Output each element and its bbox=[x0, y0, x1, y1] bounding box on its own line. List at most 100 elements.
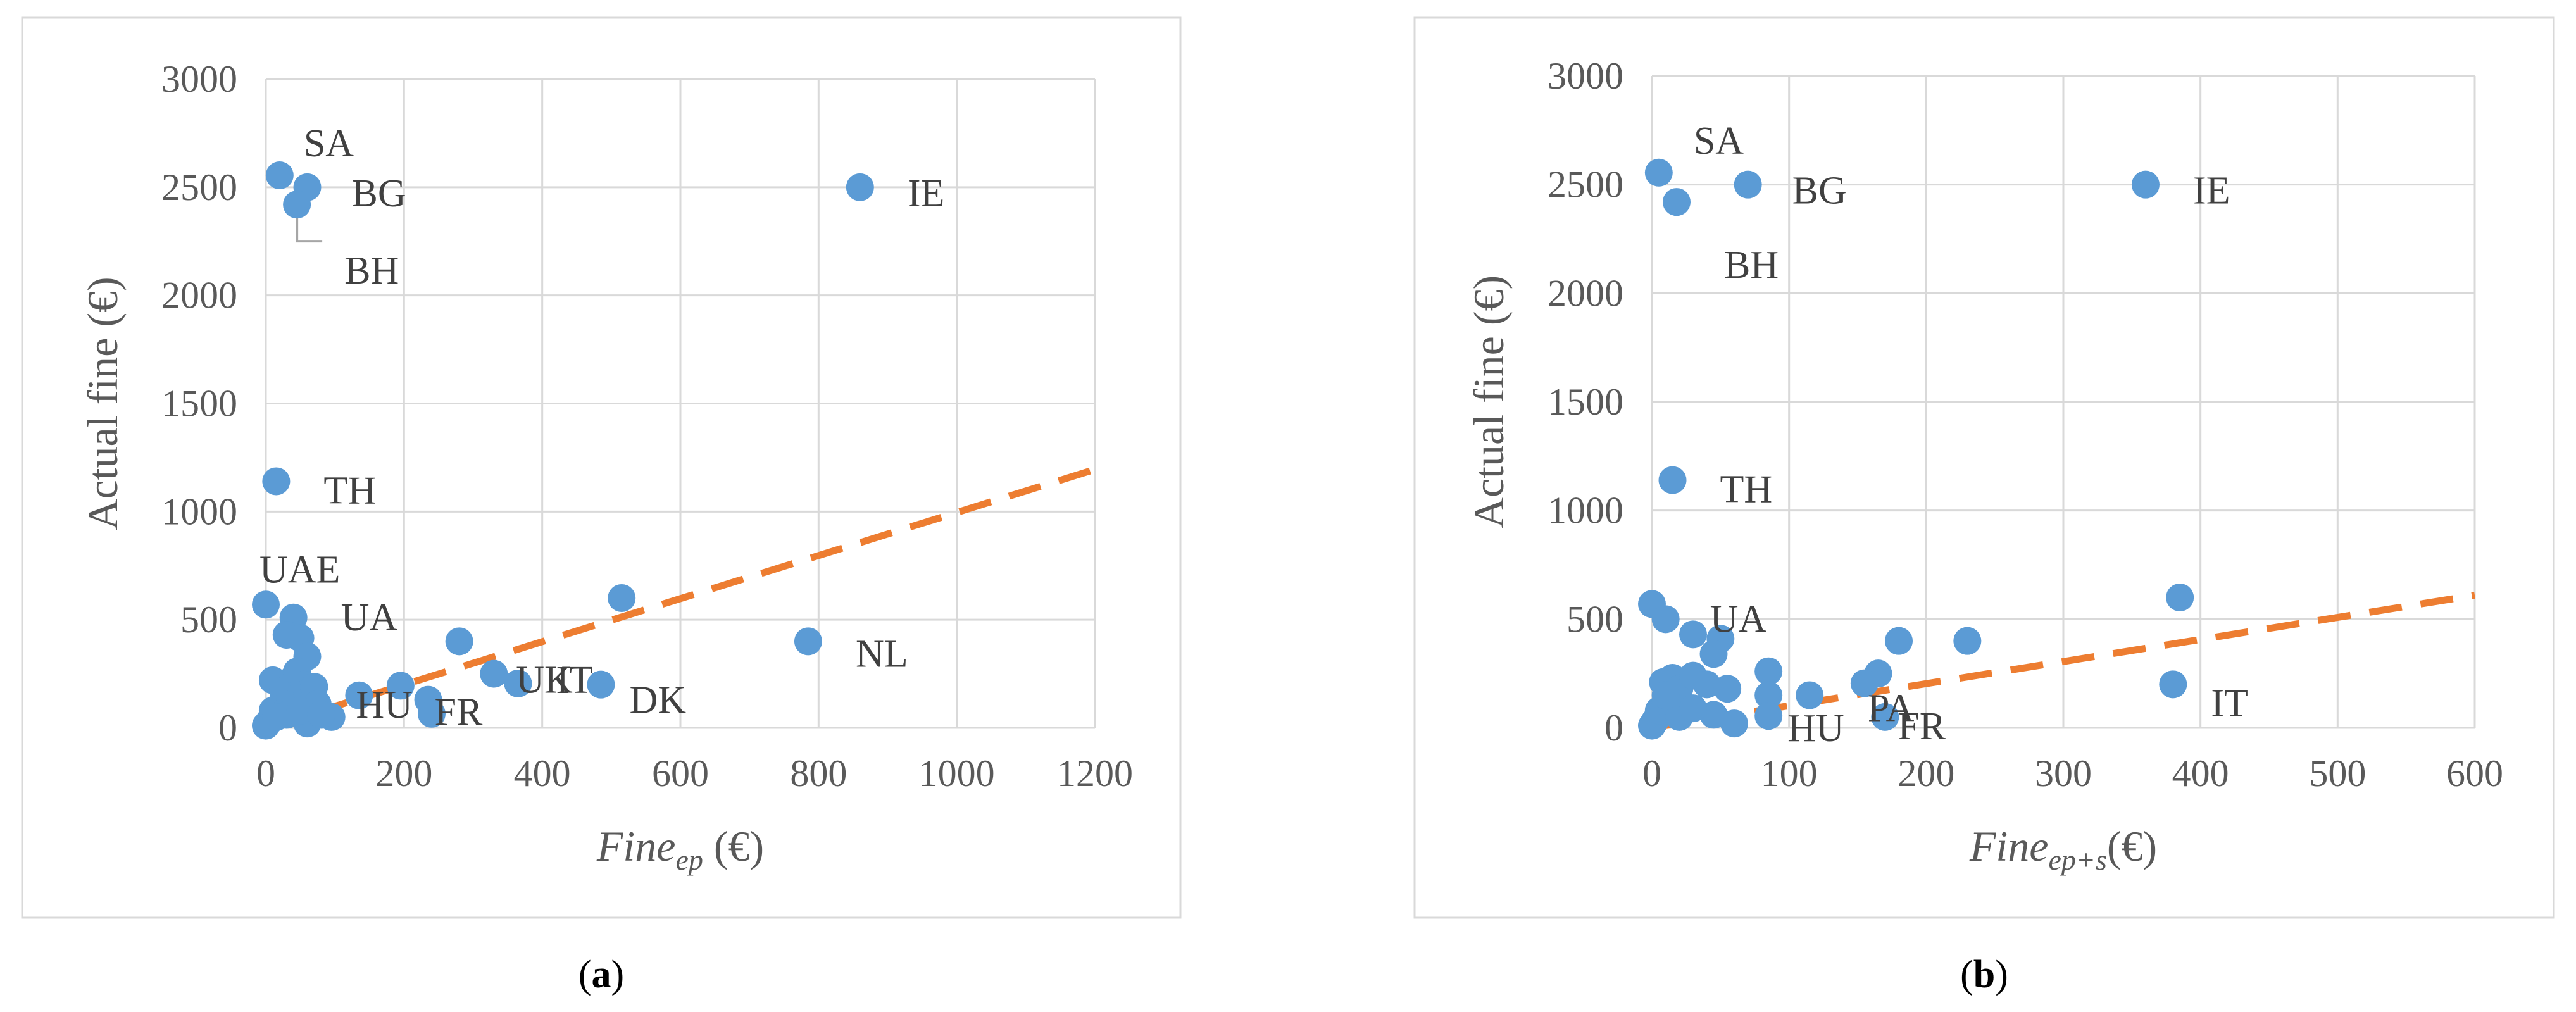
data-point bbox=[1658, 466, 1687, 494]
data-point bbox=[1713, 675, 1742, 703]
y-tick-label: 1000 bbox=[161, 490, 237, 532]
point-label: IT bbox=[2211, 682, 2248, 725]
trendline bbox=[265, 466, 1096, 732]
x-axis-title-unit: (€) bbox=[703, 822, 764, 870]
data-point bbox=[252, 590, 280, 619]
caption-open: ( bbox=[578, 953, 592, 996]
x-axis-title-unit: (€) bbox=[2107, 822, 2157, 870]
data-point bbox=[386, 672, 415, 700]
point-label: BG bbox=[352, 172, 406, 215]
data-point bbox=[262, 703, 291, 731]
panel-caption: (a) bbox=[578, 953, 624, 996]
data-point bbox=[445, 627, 473, 656]
data-point bbox=[262, 467, 291, 496]
x-axis-title-main: Fine bbox=[596, 822, 676, 870]
y-tick-label: 3000 bbox=[161, 58, 237, 100]
data-point bbox=[480, 659, 508, 688]
x-axis-title: Fineep+s(€) bbox=[1969, 822, 2157, 876]
data-point bbox=[1679, 620, 1707, 649]
point-label: NL bbox=[856, 632, 908, 675]
point-label: FR bbox=[1898, 705, 1946, 748]
y-tick-label: 1500 bbox=[1547, 381, 1623, 423]
x-tick-label: 400 bbox=[2172, 753, 2229, 794]
y-axis-title: Actual fine (€) bbox=[1465, 275, 1513, 528]
leader-line bbox=[296, 208, 323, 243]
data-point bbox=[504, 669, 532, 697]
data-point bbox=[1953, 627, 1982, 655]
data-point bbox=[265, 161, 294, 190]
chart-panel-a: 0 200 400 600 800 1000 1200 0 500 1000 1500 2000 250… bbox=[21, 16, 1182, 996]
point-label: SA bbox=[304, 122, 354, 165]
x-tick-label: 400 bbox=[514, 753, 571, 794]
data-point bbox=[1871, 703, 1899, 731]
point-label: DK bbox=[629, 679, 686, 722]
caption-open: ( bbox=[1960, 953, 1973, 996]
y-tick-label: 500 bbox=[1566, 598, 1623, 640]
caption-letter: a bbox=[592, 953, 611, 996]
data-point bbox=[1796, 681, 1824, 709]
data-point bbox=[345, 681, 373, 709]
data-point bbox=[1754, 681, 1783, 709]
point-label: IE bbox=[2193, 170, 2230, 213]
x-tick-label: 200 bbox=[375, 753, 432, 794]
y-tick-label: 3000 bbox=[1547, 55, 1623, 97]
point-label: BH bbox=[344, 249, 399, 292]
y-tick-label: 500 bbox=[180, 599, 237, 640]
y-tick-label: 1500 bbox=[161, 383, 237, 425]
y-tick-label: 0 bbox=[218, 707, 237, 749]
data-point bbox=[587, 670, 615, 699]
x-tick-label: 500 bbox=[2309, 753, 2366, 794]
data-point bbox=[846, 173, 874, 201]
point-label: HU bbox=[356, 684, 413, 727]
data-point bbox=[794, 627, 822, 656]
point-label: FR bbox=[435, 691, 483, 734]
point-label: BH bbox=[1724, 244, 1779, 287]
data-point bbox=[1850, 669, 1879, 697]
y-tick-label: 1000 bbox=[1547, 490, 1623, 532]
chart-panel-b: 0 100 200 300 400 500 600 0 500 1000 1500 2000 2500 3… bbox=[1288, 0, 2576, 1012]
caption-close: ) bbox=[611, 953, 625, 996]
chart-border bbox=[1413, 16, 2555, 919]
data-point bbox=[307, 701, 335, 729]
y-tick-label: 2000 bbox=[161, 275, 237, 316]
y-tick-label: 0 bbox=[1604, 707, 1623, 749]
data-point bbox=[1885, 627, 1913, 655]
trendline bbox=[1651, 592, 2475, 732]
x-tick-label: 0 bbox=[256, 753, 275, 794]
x-axis-title-subscript: ep bbox=[675, 844, 703, 876]
x-axis-title-subscript: ep+s bbox=[2048, 844, 2106, 876]
data-point bbox=[2166, 584, 2194, 611]
y-tick-label: 2500 bbox=[1547, 164, 1623, 206]
data-point bbox=[608, 584, 636, 612]
point-label: UA bbox=[1710, 597, 1767, 640]
caption-close: ) bbox=[1995, 953, 2008, 996]
y-axis-title: Actual fine (€) bbox=[78, 277, 127, 530]
data-point bbox=[1754, 657, 1783, 685]
data-point bbox=[1679, 694, 1707, 723]
x-tick-label: 0 bbox=[1642, 753, 1661, 794]
data-point bbox=[283, 191, 311, 219]
x-tick-label: 200 bbox=[1898, 753, 1954, 794]
y-tick-label: 2000 bbox=[1547, 272, 1623, 314]
data-point bbox=[1644, 158, 1673, 187]
x-tick-label: 600 bbox=[2446, 753, 2503, 794]
point-label: UK bbox=[516, 659, 573, 702]
point-label: UAE bbox=[259, 548, 340, 591]
x-tick-label: 1000 bbox=[919, 753, 995, 794]
data-point bbox=[1734, 170, 1762, 199]
point-label: IT bbox=[556, 659, 593, 702]
data-point bbox=[286, 696, 315, 725]
point-label: PA bbox=[1868, 687, 1915, 730]
x-tick-label: 800 bbox=[790, 753, 847, 794]
point-label: IE bbox=[908, 172, 945, 215]
scatter-chart-b: 0 100 200 300 400 500 600 0 500 1000 1500 2000 2500 3… bbox=[1413, 16, 2555, 996]
x-axis-title: Fineep (€) bbox=[596, 822, 764, 876]
point-label: HU bbox=[1787, 707, 1844, 750]
data-point bbox=[1699, 640, 1728, 668]
point-label: TH bbox=[323, 470, 376, 513]
data-point bbox=[2132, 170, 2160, 199]
data-point bbox=[418, 699, 446, 728]
y-tick-label: 2500 bbox=[161, 166, 237, 208]
x-tick-label: 1200 bbox=[1057, 753, 1133, 794]
data-point bbox=[1651, 681, 1680, 709]
